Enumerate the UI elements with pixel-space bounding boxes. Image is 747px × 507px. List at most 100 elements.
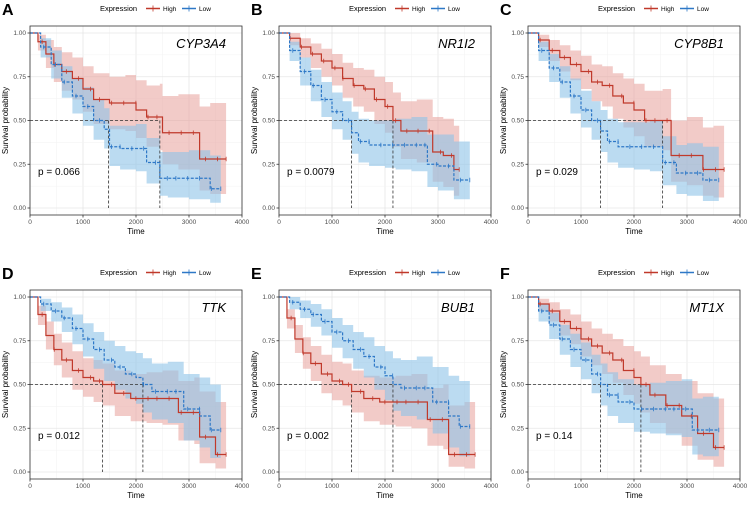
legend-label-low: Low xyxy=(448,270,460,277)
x-tick-label: 3000 xyxy=(431,483,446,490)
x-tick-label: 1000 xyxy=(76,219,91,226)
x-tick-label: 0 xyxy=(526,483,530,490)
y-tick-label: 0.75 xyxy=(262,74,275,81)
x-axis-title: Time xyxy=(625,491,643,500)
legend-cross-low xyxy=(186,5,192,12)
x-tick-label: 0 xyxy=(28,219,32,226)
x-tick-label: 4000 xyxy=(235,219,250,226)
legend: Expression High Low xyxy=(598,4,709,13)
legend: Expression High Low xyxy=(100,4,211,13)
x-tick-label: 3000 xyxy=(680,219,695,226)
x-tick-label: 2000 xyxy=(129,219,144,226)
panel-d: D Expression High Low 0 1000 2000 3000 4000 0.00 0… xyxy=(1,266,250,500)
x-tick-label: 1000 xyxy=(76,483,91,490)
y-tick-label: 1.00 xyxy=(262,30,275,37)
legend: Expression High Low xyxy=(349,4,460,13)
ci-band-low xyxy=(30,297,221,458)
x-tick-label: 1000 xyxy=(574,219,589,226)
y-tick-label: 0.00 xyxy=(13,469,26,476)
legend-title: Expression xyxy=(349,4,386,13)
y-tick-label: 0.00 xyxy=(13,205,26,212)
legend-cross-low xyxy=(684,5,690,12)
x-tick-label: 4000 xyxy=(235,483,250,490)
y-tick-label: 0.75 xyxy=(13,74,26,81)
x-tick-label: 2000 xyxy=(378,483,393,490)
y-tick-label: 0.50 xyxy=(262,118,275,125)
survival-curve-high xyxy=(279,32,460,171)
legend-cross-low xyxy=(435,5,441,12)
x-axis-title: Time xyxy=(376,491,394,500)
gene-label: CYP8B1 xyxy=(674,36,724,51)
y-tick-label: 0.00 xyxy=(511,205,524,212)
y-axis-title: Survival probability xyxy=(250,351,259,418)
survival-curve-high xyxy=(528,296,725,449)
censor-marks-low xyxy=(43,301,222,433)
censor-marks-high xyxy=(539,301,725,450)
legend-label-high: High xyxy=(661,6,675,13)
legend: Expression High Low xyxy=(100,268,211,277)
x-tick-label: 0 xyxy=(28,483,32,490)
censor-marks-high xyxy=(290,315,476,457)
y-tick-label: 0.50 xyxy=(262,382,275,389)
x-tick-label: 3000 xyxy=(680,483,695,490)
panel-letter: A xyxy=(2,2,14,19)
legend-title: Expression xyxy=(598,4,635,13)
legend-cross-low xyxy=(186,269,192,276)
y-tick-label: 0.75 xyxy=(13,338,26,345)
panel-e: E Expression High Low 0 1000 2000 3000 4000 0.00 0… xyxy=(250,266,499,500)
y-axis-title: Survival probability xyxy=(499,87,508,154)
ci-band-low xyxy=(528,33,719,201)
x-tick-label: 0 xyxy=(277,219,281,226)
p-value: p = 0.0079 xyxy=(287,167,335,178)
survival-curve-low xyxy=(30,296,221,431)
y-axis-title: Survival probability xyxy=(499,351,508,418)
y-tick-label: 0.25 xyxy=(13,425,26,432)
y-tick-label: 0.25 xyxy=(13,161,26,168)
x-axis-title: Time xyxy=(127,227,145,236)
legend-cross-high xyxy=(150,269,156,276)
censor-marks-low xyxy=(43,44,222,191)
x-tick-label: 4000 xyxy=(484,219,499,226)
y-tick-label: 0.75 xyxy=(511,74,524,81)
panel-c: C Expression High Low 0 1000 2000 3000 4000 0.00 0… xyxy=(499,2,747,236)
legend-label-high: High xyxy=(163,6,177,13)
panel-b: B Expression High Low 0 1000 2000 3000 4000 0.00 0… xyxy=(250,2,499,236)
survival-curve-low xyxy=(30,32,221,190)
legend-cross-high xyxy=(399,269,405,276)
gene-label: BUB1 xyxy=(441,300,475,315)
x-tick-label: 2000 xyxy=(129,483,144,490)
censor-marks-low xyxy=(292,300,471,429)
x-tick-label: 2000 xyxy=(627,483,642,490)
y-tick-label: 0.50 xyxy=(511,382,524,389)
survival-curve-low xyxy=(279,296,470,428)
y-tick-label: 0.75 xyxy=(511,338,524,345)
panel-letter: D xyxy=(2,266,14,283)
p-value: p = 0.066 xyxy=(38,167,80,178)
y-tick-label: 0.25 xyxy=(511,161,524,168)
y-axis-title: Survival probability xyxy=(250,87,259,154)
x-tick-label: 3000 xyxy=(431,219,446,226)
legend-title: Expression xyxy=(598,268,635,277)
y-tick-label: 0.00 xyxy=(262,469,275,476)
y-tick-label: 0.50 xyxy=(13,382,26,389)
legend-label-high: High xyxy=(661,270,675,277)
x-tick-label: 4000 xyxy=(484,483,499,490)
legend-title: Expression xyxy=(100,268,137,277)
legend-title: Expression xyxy=(100,4,137,13)
gene-label: NR1I2 xyxy=(438,36,476,51)
x-tick-label: 0 xyxy=(526,219,530,226)
ci-band-low xyxy=(528,297,719,457)
x-tick-label: 2000 xyxy=(627,219,642,226)
legend-label-high: High xyxy=(412,6,426,13)
survival-curve-low xyxy=(279,32,470,181)
censor-marks-low xyxy=(541,48,720,183)
x-tick-label: 3000 xyxy=(182,483,197,490)
ci-band-low xyxy=(279,297,470,457)
y-tick-label: 1.00 xyxy=(511,30,524,37)
censor-marks-low xyxy=(541,308,720,433)
legend-cross-high xyxy=(648,5,654,12)
panel-f: F Expression High Low 0 1000 2000 3000 4000 0.00 0… xyxy=(499,266,747,500)
legend-label-high: High xyxy=(412,270,426,277)
legend-label-low: Low xyxy=(697,6,709,13)
survival-curve-low xyxy=(528,32,719,181)
